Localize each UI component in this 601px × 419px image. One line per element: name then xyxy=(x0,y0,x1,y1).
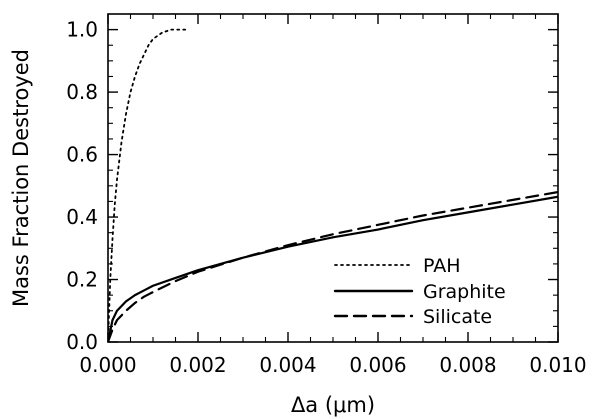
y-tick-label: 0.0 xyxy=(66,330,98,354)
series-layer xyxy=(108,28,558,342)
x-tick-label: 0.000 xyxy=(79,353,136,377)
legend-label-graphite: Graphite xyxy=(423,281,506,303)
y-tick-label: 1.0 xyxy=(66,18,98,42)
series-line-silicate xyxy=(108,190,558,342)
x-tick-label: 0.002 xyxy=(169,353,226,377)
y-tick-label: 0.2 xyxy=(66,268,98,292)
x-tick-label: 0.006 xyxy=(349,353,406,377)
ticks-layer xyxy=(107,14,559,343)
legend: PAH Graphite Silicate xyxy=(333,255,506,328)
legend-label-silicate: Silicate xyxy=(423,306,492,328)
y-tick-label: 0.8 xyxy=(66,80,98,104)
series-line-graphite xyxy=(108,195,558,342)
y-tick-label: 0.4 xyxy=(66,205,98,229)
y-tick-label: 0.6 xyxy=(66,143,98,167)
x-tick-label: 0.010 xyxy=(529,353,586,377)
x-tick-label: 0.008 xyxy=(439,353,496,377)
legend-label-pah: PAH xyxy=(423,255,461,277)
x-axis-title: Δa (μm) xyxy=(291,393,375,417)
series-line-pah xyxy=(108,28,190,342)
tick-labels-layer: 0.000 0.002 0.004 0.006 0.008 0.010 0.0 0.2 0.4 0… xyxy=(66,18,586,377)
y-axis-title: Mass Fraction Destroyed xyxy=(9,49,33,307)
x-tick-label: 0.004 xyxy=(259,353,316,377)
